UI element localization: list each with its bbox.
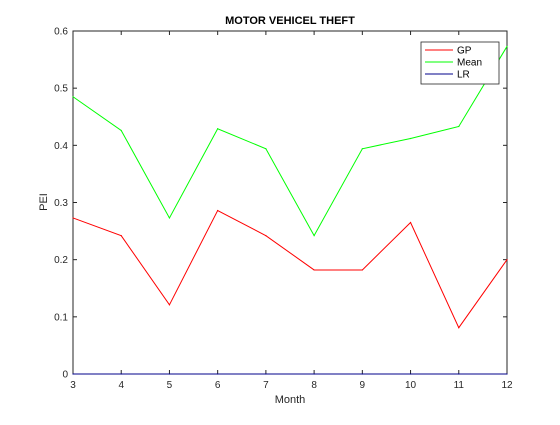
data-point-lr — [217, 373, 218, 374]
x-axis-label: Month — [275, 394, 306, 406]
data-point-mean — [362, 148, 363, 149]
y-tick-label: 0.4 — [54, 141, 68, 152]
x-tick-label: 6 — [215, 380, 221, 391]
x-tick-label: 3 — [70, 380, 76, 391]
data-point-gp — [458, 327, 459, 328]
data-point-gp — [362, 269, 363, 270]
y-tick-label: 0 — [62, 370, 68, 381]
data-point-mean — [217, 128, 218, 129]
data-point-mean — [72, 96, 73, 97]
data-point-mean — [458, 126, 459, 127]
x-tick-label: 12 — [501, 380, 513, 391]
legend-label-gp: GP — [457, 46, 472, 57]
data-point-gp — [410, 222, 411, 223]
data-point-gp — [217, 210, 218, 211]
data-point-gp — [265, 235, 266, 236]
y-tick-label: 0.5 — [54, 84, 68, 95]
data-point-gp — [72, 217, 73, 218]
data-point-mean — [314, 235, 315, 236]
x-tick-label: 5 — [167, 380, 173, 391]
x-tick-label: 10 — [405, 380, 417, 391]
data-point-lr — [458, 373, 459, 374]
data-point-mean — [410, 138, 411, 139]
y-tick-label: 0.6 — [54, 27, 68, 38]
data-point-lr — [265, 373, 266, 374]
data-point-lr — [410, 373, 411, 374]
data-point-mean — [265, 148, 266, 149]
y-tick-label: 0.1 — [54, 312, 68, 323]
y-tick-label: 0.3 — [54, 198, 68, 209]
y-tick-label: 0.2 — [54, 255, 68, 266]
data-point-mean — [169, 217, 170, 218]
chart-title: MOTOR VEHICEL THEFT — [225, 15, 355, 27]
x-tick-label: 4 — [118, 380, 124, 391]
data-point-gp — [506, 259, 507, 260]
legend-label-mean: Mean — [457, 58, 482, 69]
data-point-mean — [121, 130, 122, 131]
legend-label-lr: LR — [457, 70, 470, 81]
data-point-lr — [72, 373, 73, 374]
y-axis-label: PEI — [38, 193, 50, 211]
data-point-gp — [169, 304, 170, 305]
x-tick-label: 7 — [263, 380, 269, 391]
data-point-lr — [362, 373, 363, 374]
data-point-gp — [121, 235, 122, 236]
x-tick-label: 9 — [360, 380, 366, 391]
data-point-gp — [314, 269, 315, 270]
data-point-mean — [506, 46, 507, 47]
data-point-lr — [121, 373, 122, 374]
data-point-lr — [314, 373, 315, 374]
x-tick-label: 8 — [311, 380, 317, 391]
data-point-lr — [506, 373, 507, 374]
x-tick-label: 11 — [454, 380, 465, 391]
data-point-lr — [169, 373, 170, 374]
